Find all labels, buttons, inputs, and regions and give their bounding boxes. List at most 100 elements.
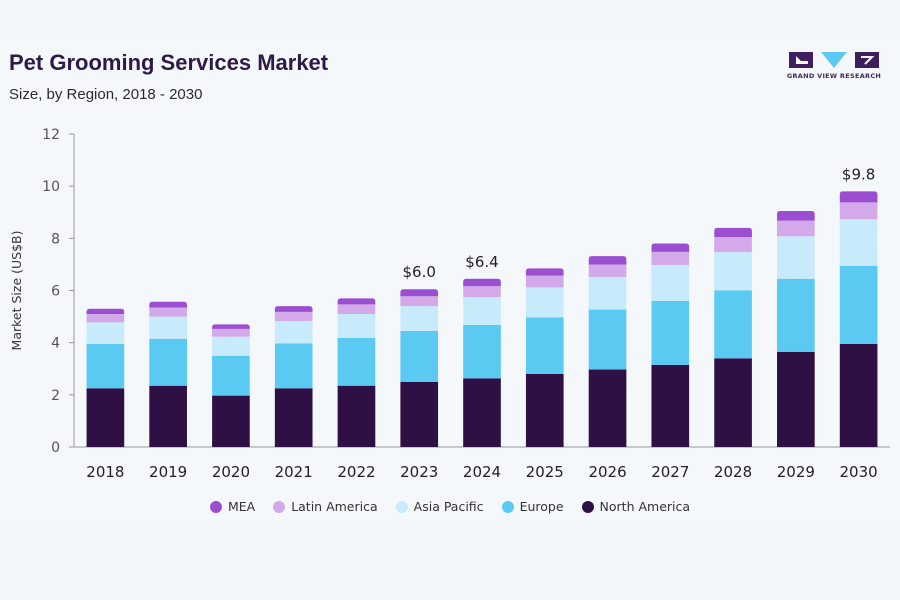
legend-label: MEA bbox=[227, 499, 256, 514]
bar-segment-north-america bbox=[714, 358, 752, 447]
bar-segment-latin-america bbox=[525, 275, 564, 288]
x-tick-label: 2021 bbox=[275, 463, 313, 481]
bar-segment-north-america bbox=[400, 381, 439, 447]
legend-swatch bbox=[209, 500, 222, 513]
bar-segment-north-america bbox=[274, 388, 313, 447]
bar-segment-europe bbox=[337, 337, 376, 386]
bar-segment-europe bbox=[839, 265, 878, 344]
bar-segment-asia-pacific bbox=[525, 287, 564, 318]
bar-segment-mea bbox=[274, 306, 313, 312]
bar-segment-asia-pacific bbox=[337, 313, 376, 338]
bar-segment-asia-pacific bbox=[212, 336, 250, 356]
bar-segment-latin-america bbox=[86, 313, 125, 323]
y-axis-label: Market Size (US$B) bbox=[9, 231, 24, 351]
x-tick-label: 2027 bbox=[651, 463, 689, 481]
legend-item-europe: Europe bbox=[501, 499, 564, 514]
logo-text: GRAND VIEW RESEARCH bbox=[786, 72, 882, 80]
bar-segment-europe bbox=[400, 330, 439, 382]
bar-segment-latin-america bbox=[777, 220, 815, 237]
bar-segment-asia-pacific bbox=[86, 322, 125, 344]
bar-segment-europe bbox=[714, 290, 752, 359]
legend-swatch bbox=[395, 500, 408, 513]
bar-segment-north-america bbox=[337, 385, 376, 447]
bar-segment-europe bbox=[86, 343, 125, 389]
bar-segment-asia-pacific bbox=[149, 316, 187, 339]
bar-segment-europe bbox=[777, 278, 815, 352]
bar-stack-2029 bbox=[777, 210, 815, 447]
bar-segment-latin-america bbox=[400, 296, 439, 307]
bar-segment-asia-pacific bbox=[651, 264, 690, 301]
bar-segment-mea bbox=[337, 298, 376, 305]
bar-stack-2023 bbox=[400, 289, 439, 447]
legend-item-north-america: North America bbox=[581, 499, 690, 514]
bar-stack-2030 bbox=[839, 191, 878, 447]
bar-segment-latin-america bbox=[588, 264, 627, 277]
bar-segment-europe bbox=[274, 343, 313, 389]
bar-segment-mea bbox=[839, 191, 878, 203]
bar-segment-asia-pacific bbox=[400, 306, 439, 331]
chart-subtitle: Size, by Region, 2018 - 2030 bbox=[9, 86, 203, 103]
bar-segment-mea bbox=[463, 278, 501, 287]
bar-stack-2021 bbox=[274, 306, 313, 447]
bar-segment-north-america bbox=[777, 351, 815, 447]
bar-segment-north-america bbox=[463, 378, 501, 447]
bar-segment-europe bbox=[588, 309, 627, 370]
y-tick-label: 2 bbox=[51, 388, 60, 404]
data-label-2030: $9.8 bbox=[842, 165, 875, 183]
bar-segment-latin-america bbox=[463, 286, 501, 298]
x-tick-label: 2026 bbox=[588, 463, 626, 481]
x-tick-label: 2023 bbox=[400, 463, 438, 481]
logo-mark-icon bbox=[789, 52, 879, 68]
bar-segment-europe bbox=[149, 338, 187, 386]
bar-segment-latin-america bbox=[212, 328, 250, 337]
bar-segment-mea bbox=[588, 256, 627, 265]
x-tick-label: 2019 bbox=[149, 463, 187, 481]
bar-segment-mea bbox=[212, 324, 250, 329]
x-tick-label: 2018 bbox=[86, 463, 124, 481]
legend-item-mea: MEA bbox=[209, 499, 256, 514]
data-label-2023: $6.0 bbox=[403, 263, 436, 281]
bar-segment-north-america bbox=[212, 395, 250, 447]
y-tick-label: 6 bbox=[51, 284, 60, 300]
legend-label: Europe bbox=[519, 499, 564, 514]
bar-segment-north-america bbox=[525, 373, 564, 447]
bar-segment-asia-pacific bbox=[714, 252, 752, 291]
bar-segment-europe bbox=[525, 317, 564, 374]
bar-segment-mea bbox=[86, 308, 125, 314]
x-tick-label: 2029 bbox=[777, 463, 815, 481]
bar-segment-europe bbox=[212, 355, 250, 396]
x-tick-label: 2020 bbox=[212, 463, 250, 481]
y-tick-label: 0 bbox=[51, 440, 60, 456]
bar-segment-mea bbox=[400, 289, 439, 297]
bar-segment-mea bbox=[714, 227, 752, 238]
x-tick-label: 2028 bbox=[714, 463, 752, 481]
bar-segment-latin-america bbox=[651, 251, 690, 265]
bar-segment-asia-pacific bbox=[839, 219, 878, 266]
bar-segment-north-america bbox=[588, 369, 627, 447]
bar-segment-europe bbox=[463, 324, 501, 379]
chart-title: Pet Grooming Services Market bbox=[9, 50, 329, 75]
legend: MEA Latin America Asia Pacific Europe North … bbox=[0, 499, 900, 516]
bar-stack-2024 bbox=[463, 278, 501, 447]
y-tick-label: 12 bbox=[42, 127, 60, 143]
y-tick-label: 8 bbox=[51, 231, 60, 247]
grand-view-research-logo: GRAND VIEW RESEARCH bbox=[786, 50, 882, 84]
legend-item-asia-pacific: Asia Pacific bbox=[395, 499, 484, 514]
x-tick-label: 2030 bbox=[840, 463, 878, 481]
bar-segment-mea bbox=[651, 243, 690, 252]
legend-swatch bbox=[273, 500, 286, 513]
bar-segment-asia-pacific bbox=[274, 321, 313, 344]
bar-segment-north-america bbox=[839, 343, 878, 447]
bar-segment-north-america bbox=[149, 385, 187, 447]
bar-segment-mea bbox=[525, 268, 564, 276]
bar-segment-asia-pacific bbox=[777, 236, 815, 279]
legend-item-latin-america: Latin America bbox=[273, 499, 378, 514]
x-tick-label: 2024 bbox=[463, 463, 501, 481]
bar-segment-latin-america bbox=[149, 307, 187, 317]
bar-segment-asia-pacific bbox=[463, 297, 501, 325]
bar-segment-latin-america bbox=[337, 304, 376, 314]
x-tick-label: 2025 bbox=[526, 463, 564, 481]
bar-stack-2027 bbox=[651, 243, 690, 447]
y-tick-label: 4 bbox=[51, 336, 60, 352]
